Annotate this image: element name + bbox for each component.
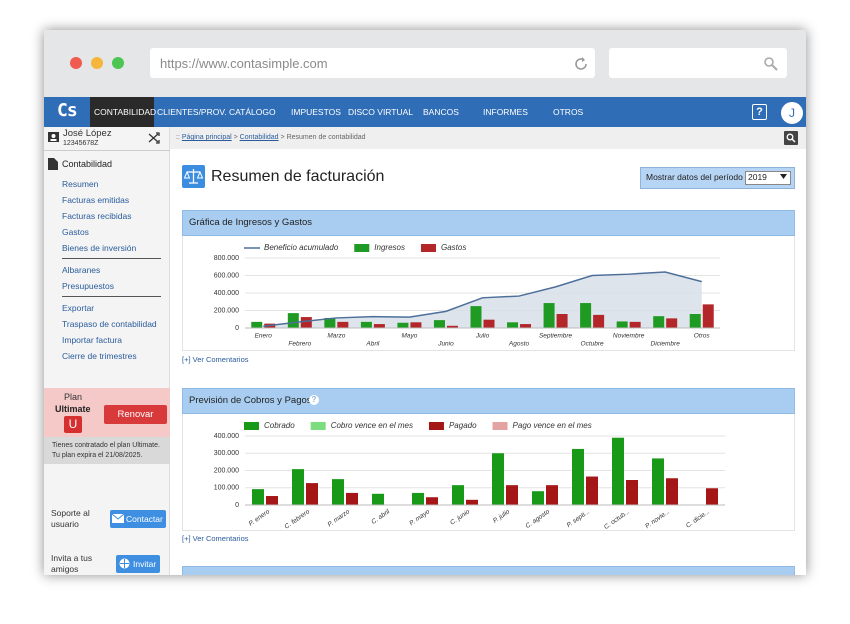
nav-item[interactable]: DISCO VIRTUAL [348, 107, 414, 117]
breadcrumb: :: Página principal > Contabilidad > Res… [176, 134, 366, 141]
period-value[interactable]: 2019 [748, 172, 767, 182]
mail-icon [112, 514, 124, 523]
help-button[interactable]: ? [752, 104, 767, 120]
breadcrumb-separator: > [233, 134, 238, 141]
contact-button[interactable] [110, 510, 166, 528]
reload-icon[interactable] [573, 56, 589, 72]
sidebar [44, 127, 170, 575]
globe-icon [119, 558, 130, 569]
panel-body [182, 236, 795, 351]
breadcrumb-prefix: :: [176, 134, 180, 141]
nav-active-bg [90, 97, 154, 127]
section-icon [48, 158, 58, 170]
url-bar[interactable] [150, 48, 595, 78]
user-name: José López [63, 128, 112, 139]
search-icon[interactable] [763, 56, 779, 72]
user-id: 12345678Z [63, 140, 99, 147]
support-text: Soporte al usuario [51, 508, 90, 529]
switch-icon[interactable] [148, 132, 160, 144]
page-icon [182, 165, 205, 188]
section-title: Contabilidad [62, 159, 113, 169]
nav-item[interactable]: CLIENTES/PROV. [157, 107, 227, 117]
invite-button-label[interactable]: Invitar [133, 559, 157, 569]
breadcrumb-current: Resumen de contabilidad [286, 134, 366, 141]
period-label: Mostrar datos del período [646, 172, 743, 182]
window-controls [70, 57, 124, 69]
panel-header [182, 210, 795, 236]
panel-title: Gráfica de Ingresos y Gastos [189, 217, 313, 228]
plan-name: Ultimate [55, 404, 91, 414]
nav-item[interactable]: CONTABILIDAD [94, 107, 157, 117]
sidebar-link[interactable]: Resumen [62, 179, 99, 189]
plan-label: Plan [64, 392, 83, 402]
nav-item[interactable]: BANCOS [423, 107, 459, 117]
page-title: Resumen de facturación [211, 168, 385, 185]
user-divider [44, 150, 170, 151]
avatar[interactable]: J [780, 101, 804, 125]
url-text[interactable]: https://www.contasimple.com [160, 56, 328, 71]
breadcrumb-link[interactable]: Contabilidad [239, 134, 279, 141]
nav-item[interactable]: OTROS [553, 107, 584, 117]
search-bar[interactable] [609, 48, 787, 78]
invite-text: Invita a tus amigos [51, 553, 93, 574]
panel-body [182, 414, 795, 531]
nav-item[interactable]: IMPUESTOS [291, 107, 341, 117]
breadcrumb-separator: > [280, 134, 285, 141]
sidebar-link[interactable]: Bienes de inversión [62, 243, 137, 253]
plan-notice-box [44, 437, 170, 464]
nav-item[interactable]: INFORMES [483, 107, 528, 117]
plan-notice: Tu plan expira el 21/08/2025. [52, 452, 143, 459]
breadcrumb-bar [170, 127, 806, 149]
panel-header [182, 566, 795, 575]
panel-title: Previsión de Cobros y Pagos [189, 395, 312, 406]
comments-link[interactable]: [+] Ver Comentarios [182, 355, 249, 364]
search-button-icon [786, 133, 796, 143]
sidebar-link[interactable]: Presupuestos [62, 281, 114, 291]
sidebar-link[interactable]: Exportar [62, 303, 95, 313]
logo[interactable]: Cs [57, 100, 78, 121]
renew-button[interactable]: Renovar [104, 405, 167, 424]
sidebar-link[interactable]: Facturas recibidas [62, 211, 132, 221]
separator [62, 258, 161, 259]
sidebar-link[interactable]: Importar factura [62, 335, 122, 345]
sidebar-link[interactable]: Cierre de trimestres [62, 351, 137, 361]
sidebar-link[interactable]: Albaranes [62, 265, 101, 275]
user-icon [48, 132, 59, 142]
nav-item[interactable]: CATÁLOGO [229, 107, 276, 117]
select-arrow [780, 174, 787, 179]
sidebar-link[interactable]: Facturas emitidas [62, 195, 130, 205]
sidebar-link[interactable]: Gastos [62, 227, 89, 237]
separator [62, 296, 161, 297]
breadcrumb-link[interactable]: Página principal [181, 134, 232, 141]
comments-link[interactable]: [+] Ver Comentarios [182, 534, 249, 543]
panel-header [182, 388, 795, 414]
help-icon[interactable]: ? [309, 395, 319, 405]
nav-bar [44, 97, 806, 127]
plan-badge: U [64, 416, 82, 433]
plan-notice: Tienes contratado el plan Ultimate. [52, 442, 160, 449]
contact-button-label[interactable]: Contactar [126, 514, 163, 524]
sidebar-link[interactable]: Traspaso de contabilidad [62, 319, 157, 329]
period-select[interactable] [745, 171, 791, 185]
